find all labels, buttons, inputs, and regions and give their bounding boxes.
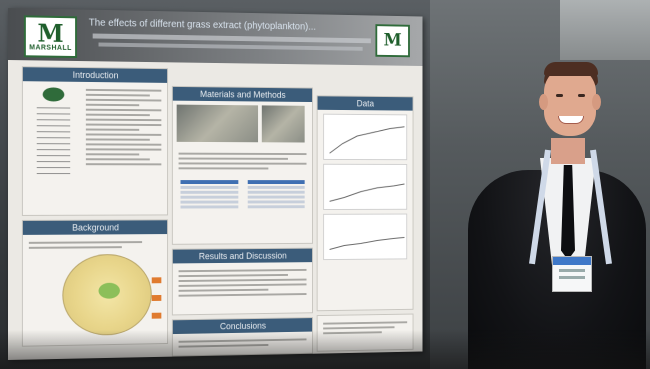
methods-table-right bbox=[248, 180, 305, 210]
marshall-logo-right: M bbox=[375, 24, 409, 57]
poster-authors bbox=[93, 34, 371, 44]
data-heading: Data bbox=[318, 96, 413, 110]
window-light bbox=[560, 0, 650, 60]
graph-3-plot bbox=[324, 215, 408, 260]
chemical-structures bbox=[29, 87, 78, 187]
poster-header: M MARSHALL The effects of different gras… bbox=[8, 8, 423, 66]
organelle bbox=[99, 283, 120, 299]
data-panel: Data bbox=[317, 95, 414, 311]
background-text bbox=[23, 234, 167, 256]
results-text bbox=[173, 262, 312, 304]
instrument-photo bbox=[262, 105, 305, 142]
background-panel: Background bbox=[22, 219, 168, 346]
presenter bbox=[448, 60, 650, 369]
face bbox=[544, 66, 596, 136]
graph-2-plot bbox=[324, 165, 408, 209]
logo-wordmark: MARSHALL bbox=[29, 44, 72, 52]
data-graph-2 bbox=[323, 164, 407, 210]
poster-affiliation bbox=[99, 43, 363, 51]
research-poster: M MARSHALL The effects of different gras… bbox=[8, 8, 423, 360]
eye-right bbox=[578, 94, 585, 97]
university-seal bbox=[43, 87, 65, 101]
background-heading: Background bbox=[23, 220, 167, 235]
data-graph-1 bbox=[323, 114, 407, 160]
introduction-panel: Introduction bbox=[22, 66, 168, 216]
introduction-text bbox=[80, 82, 167, 172]
poster-title: The effects of different grass extract (… bbox=[89, 18, 372, 35]
results-discussion-panel: Results and Discussion bbox=[172, 248, 313, 316]
marshall-logo-left: M MARSHALL bbox=[24, 15, 77, 58]
neck bbox=[551, 138, 585, 164]
petri-dish-photo bbox=[177, 105, 258, 143]
diagram-tag bbox=[152, 277, 162, 283]
hairline bbox=[544, 62, 598, 76]
cell-diagram bbox=[62, 254, 151, 336]
diagram-tag bbox=[152, 295, 162, 301]
materials-methods-panel: Materials and Methods bbox=[172, 86, 313, 245]
materials-methods-heading: Materials and Methods bbox=[173, 87, 312, 102]
logo-letter-right: M bbox=[384, 32, 402, 50]
methods-table-left bbox=[180, 180, 238, 210]
introduction-heading: Introduction bbox=[23, 67, 167, 83]
name-badge bbox=[552, 256, 592, 292]
diagram-tag bbox=[152, 313, 162, 319]
ear-left bbox=[539, 94, 548, 110]
floor-shadow bbox=[0, 330, 650, 369]
graph-1-plot bbox=[324, 115, 408, 160]
data-graph-3 bbox=[323, 214, 407, 261]
smile bbox=[558, 116, 584, 124]
eye-left bbox=[556, 94, 563, 97]
methods-tables bbox=[173, 176, 312, 214]
results-discussion-heading: Results and Discussion bbox=[173, 249, 312, 264]
methods-photos bbox=[173, 101, 312, 147]
methods-text bbox=[173, 146, 312, 177]
logo-letter: M bbox=[37, 22, 63, 44]
molecule-chain bbox=[37, 107, 70, 177]
ear-right bbox=[592, 94, 601, 110]
